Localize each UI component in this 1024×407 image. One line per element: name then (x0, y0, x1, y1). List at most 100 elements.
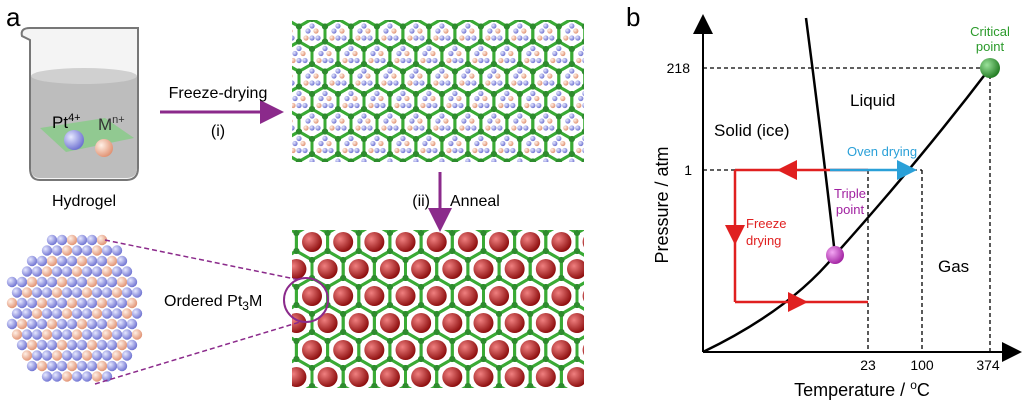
node (426, 174, 432, 180)
ion (504, 13, 509, 18)
node (278, 383, 284, 389)
particle (473, 367, 494, 387)
particle (302, 232, 322, 252)
node (503, 23, 510, 30)
ion (448, 6, 453, 11)
node (516, 46, 523, 52)
ion (443, 118, 449, 124)
node (581, 128, 584, 135)
ion (355, 80, 361, 86)
node (403, 203, 409, 209)
node (590, 221, 596, 227)
node (574, 356, 581, 362)
ion (400, 57, 406, 64)
ion (569, 80, 575, 86)
node (527, 203, 533, 209)
node (270, 114, 276, 120)
node (360, 106, 367, 112)
ion (367, 35, 373, 41)
node (608, 174, 614, 180)
ion (419, 125, 425, 131)
ion (513, 118, 519, 124)
ion (589, 170, 594, 175)
ion (348, 45, 354, 52)
ion (368, 57, 374, 64)
ion (422, 95, 428, 102)
particle (317, 367, 338, 387)
atom (16, 339, 28, 351)
atom (36, 255, 48, 267)
ion (543, 23, 549, 29)
ion (491, 113, 497, 119)
ion (283, 68, 288, 73)
ion (344, 50, 350, 57)
node (543, 181, 549, 187)
node (340, 221, 346, 227)
ion (329, 170, 334, 175)
ion (322, 135, 328, 142)
node (412, 91, 419, 97)
ion (601, 125, 606, 130)
ion (530, 90, 536, 97)
node (356, 194, 362, 200)
ion (465, 170, 470, 175)
ion (500, 6, 505, 11)
hexagon (583, 160, 584, 162)
ion (355, 170, 360, 175)
node (293, 194, 299, 200)
node (558, 221, 564, 227)
node (347, 158, 354, 162)
ion (422, 6, 427, 11)
atom (16, 276, 28, 288)
ion (458, 147, 464, 154)
ion (391, 163, 396, 168)
ion (550, 147, 556, 154)
node (542, 46, 549, 52)
ion (510, 57, 516, 64)
ion (578, 140, 584, 147)
product-label: Ordered Pt (164, 293, 243, 310)
node (558, 221, 564, 227)
particle (536, 205, 556, 225)
ion (309, 35, 315, 41)
atom (41, 245, 53, 256)
node (574, 284, 581, 290)
node (371, 203, 377, 209)
ion (419, 170, 424, 175)
ion (322, 102, 328, 109)
node (439, 20, 445, 22)
ion (604, 96, 609, 101)
ion (344, 140, 350, 147)
node (451, 83, 458, 90)
ion (400, 147, 406, 154)
node (451, 38, 458, 45)
atom (31, 350, 43, 361)
ion (361, 170, 366, 175)
ion (435, 28, 441, 34)
node (595, 151, 601, 157)
ion (383, 163, 388, 168)
ion (352, 6, 357, 11)
ion (417, 163, 422, 168)
ion (569, 35, 575, 41)
ion (511, 170, 516, 175)
node (608, 114, 614, 120)
ion (474, 95, 480, 102)
node (542, 302, 549, 308)
ion (484, 147, 490, 154)
ion (381, 125, 387, 131)
ion (456, 50, 462, 57)
ion (459, 170, 464, 175)
node (438, 46, 445, 52)
node (270, 84, 276, 90)
ion (482, 95, 488, 102)
node (465, 1, 471, 7)
ion (524, 13, 529, 18)
atom (26, 297, 38, 309)
node (574, 302, 581, 308)
ion (378, 6, 383, 11)
node (558, 311, 565, 317)
node (590, 257, 596, 263)
node (608, 84, 614, 90)
node (621, 91, 627, 97)
